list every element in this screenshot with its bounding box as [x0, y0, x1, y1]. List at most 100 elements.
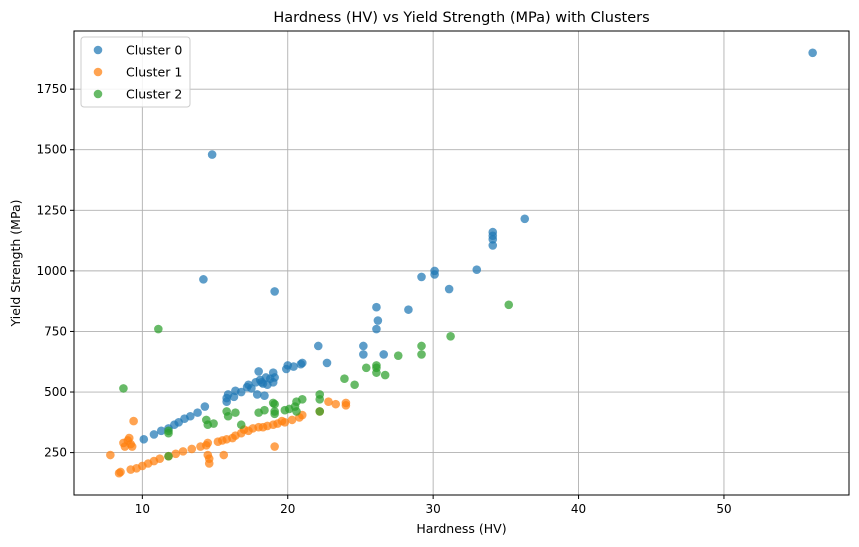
- data-point: [106, 450, 115, 460]
- data-point: [119, 384, 128, 393]
- y-tick-label: 1500: [36, 143, 67, 157]
- x-tick-label: 50: [716, 502, 731, 516]
- y-axis: 250 500 750 1000 1250 1500 1750: [36, 82, 74, 460]
- data-point: [193, 408, 202, 417]
- data-point: [254, 367, 263, 376]
- data-point: [171, 449, 181, 459]
- data-point: [359, 341, 368, 351]
- data-point: [270, 442, 279, 451]
- data-point: [154, 324, 163, 334]
- data-point: [277, 416, 287, 426]
- data-point: [260, 405, 269, 415]
- data-point: [417, 350, 426, 359]
- data-point: [164, 451, 173, 461]
- data-point: [808, 48, 817, 58]
- data-point: [372, 302, 381, 312]
- data-point: [341, 401, 351, 410]
- data-point: [187, 444, 197, 454]
- data-point: [156, 426, 166, 436]
- data-point: [297, 358, 307, 368]
- data-point: [155, 454, 165, 463]
- legend: Cluster 0 Cluster 1 Cluster 2: [80, 36, 191, 108]
- legend-entry: Cluster 0: [126, 43, 182, 58]
- data-point: [313, 341, 323, 351]
- series-0: [139, 48, 817, 444]
- data-point: [209, 419, 218, 428]
- data-point: [199, 275, 208, 284]
- data-point: [315, 407, 325, 416]
- grid: [74, 31, 849, 495]
- legend-box: [80, 36, 191, 108]
- legend-entry: Cluster 1: [126, 65, 182, 80]
- data-point: [178, 447, 188, 456]
- data-point: [430, 266, 439, 276]
- data-point: [270, 287, 279, 296]
- data-point: [380, 370, 390, 380]
- data-point: [124, 433, 134, 443]
- data-point: [417, 341, 426, 351]
- data-point: [149, 430, 159, 439]
- data-point: [260, 391, 269, 400]
- data-point: [297, 394, 307, 404]
- data-point: [373, 316, 383, 325]
- data-point: [315, 394, 325, 404]
- y-tick-label: 500: [44, 385, 67, 399]
- data-point: [186, 411, 195, 421]
- data-point: [129, 416, 138, 426]
- data-point: [520, 214, 530, 224]
- data-point: [340, 374, 349, 383]
- x-tick-label: 10: [135, 502, 150, 516]
- data-point: [164, 426, 173, 436]
- data-point: [292, 407, 301, 416]
- data-point: [223, 411, 233, 421]
- data-point: [258, 422, 268, 432]
- plot-frame: [73, 30, 850, 496]
- legend-marker: [93, 89, 103, 99]
- data-point: [200, 402, 210, 411]
- data-point: [372, 324, 381, 334]
- data-point: [247, 384, 256, 393]
- y-tick-label: 1750: [36, 82, 67, 96]
- data-point: [207, 150, 217, 159]
- data-point: [204, 459, 214, 468]
- x-tick-label: 30: [426, 502, 441, 516]
- data-point: [222, 393, 231, 403]
- data-point: [350, 380, 359, 390]
- x-tick-label: 40: [571, 502, 586, 516]
- data-point: [127, 442, 137, 451]
- legend-marker: [93, 67, 103, 77]
- data-point: [236, 387, 246, 397]
- y-tick-label: 1250: [36, 203, 67, 217]
- data-point: [229, 392, 239, 402]
- data-point: [116, 467, 125, 477]
- data-point: [393, 351, 403, 360]
- legend-entry: Cluster 2: [126, 87, 182, 102]
- data-point: [488, 241, 498, 250]
- data-point: [417, 272, 426, 282]
- data-point: [444, 284, 454, 294]
- data-point: [236, 420, 246, 430]
- y-axis-label: Yield Strength (MPa): [8, 200, 23, 328]
- data-point: [472, 265, 482, 274]
- series-2: [119, 300, 514, 461]
- data-point: [324, 397, 333, 407]
- y-tick-label: 750: [44, 324, 67, 338]
- data-point: [231, 408, 240, 417]
- data-point: [372, 361, 381, 370]
- data-point: [322, 358, 332, 368]
- data-point: [270, 409, 279, 419]
- y-tick-label: 1000: [36, 264, 67, 278]
- data-point: [379, 350, 389, 359]
- data-point: [361, 363, 371, 373]
- data-point: [331, 399, 341, 409]
- x-tick-label: 20: [280, 502, 295, 516]
- data-point: [504, 300, 514, 310]
- data-point: [359, 350, 368, 359]
- data-point: [372, 368, 381, 377]
- data-point: [488, 235, 498, 244]
- x-axis-label: Hardness (HV): [416, 521, 506, 536]
- data-point: [203, 438, 213, 448]
- data-point: [139, 434, 149, 444]
- data-point: [270, 399, 279, 409]
